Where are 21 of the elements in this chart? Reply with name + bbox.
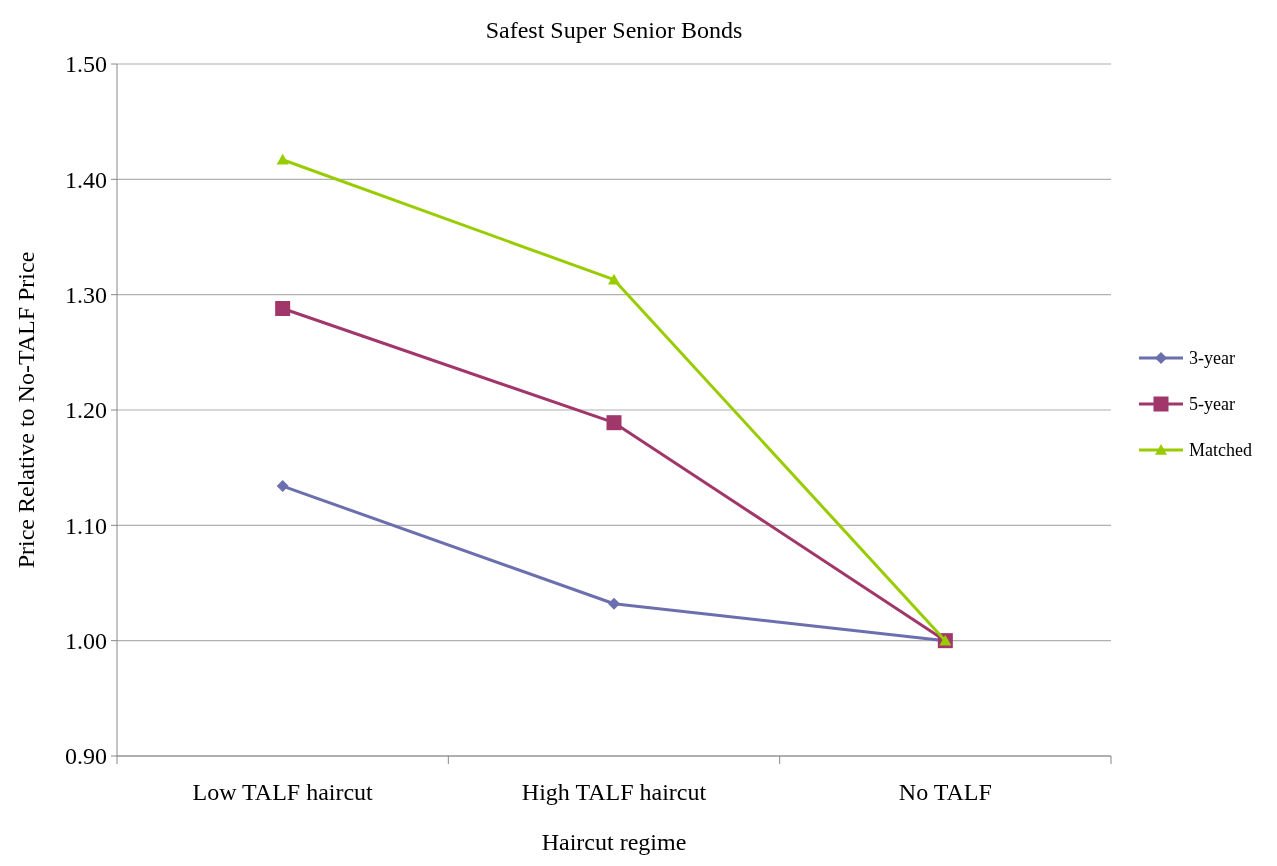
y-tick-label: 1.10 bbox=[65, 512, 107, 539]
y-tick-label: 1.20 bbox=[65, 397, 107, 424]
x-axis-title: Haircut regime bbox=[541, 829, 687, 855]
y-tick-label: 0.90 bbox=[65, 743, 107, 770]
legend-label: 3-year bbox=[1189, 348, 1235, 369]
y-axis-title: Price Relative to No-TALF Price bbox=[13, 251, 39, 569]
x-tick-label: Low TALF haircut bbox=[192, 779, 374, 805]
y-tick-label: 1.00 bbox=[65, 628, 107, 655]
legend-label: 5-year bbox=[1189, 394, 1235, 415]
point bbox=[276, 480, 289, 493]
x-tick-label: High TALF haircut bbox=[521, 779, 707, 805]
point bbox=[276, 153, 289, 165]
chart-title: Safest Super Senior Bonds bbox=[485, 17, 743, 43]
y-tick-label: 1.50 bbox=[65, 51, 107, 78]
point bbox=[275, 301, 291, 317]
x-tick-label: No TALF bbox=[898, 779, 992, 805]
y-tick-label: 1.40 bbox=[65, 166, 107, 193]
point bbox=[606, 415, 622, 431]
point bbox=[608, 597, 620, 610]
y-tick-label: 1.30 bbox=[65, 282, 107, 309]
legend-label: Matched bbox=[1189, 440, 1252, 461]
